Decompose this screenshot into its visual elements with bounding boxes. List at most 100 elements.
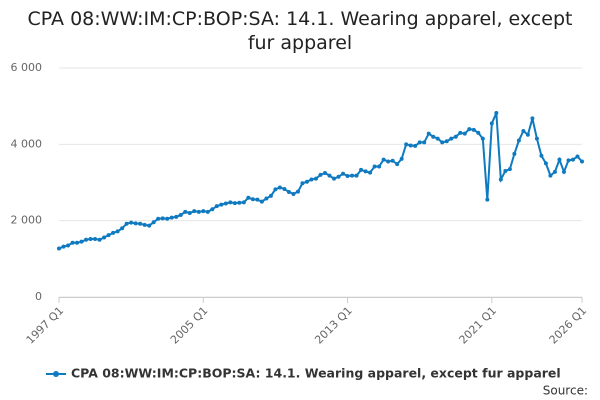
data-point — [350, 173, 355, 178]
data-point — [255, 197, 260, 202]
data-point — [192, 209, 197, 214]
data-point — [196, 209, 201, 214]
data-point — [467, 127, 472, 132]
data-point — [480, 136, 485, 141]
data-point — [426, 131, 431, 136]
data-point — [377, 164, 382, 169]
data-point — [341, 171, 346, 176]
data-point — [313, 176, 318, 181]
data-point — [336, 174, 341, 179]
data-point — [318, 172, 323, 177]
data-point — [580, 159, 584, 164]
data-point — [548, 173, 553, 178]
data-point — [169, 215, 174, 220]
data-point — [232, 201, 237, 206]
data-point — [250, 197, 255, 202]
data-point — [557, 157, 562, 162]
data-point — [453, 134, 458, 139]
data-point — [476, 130, 481, 135]
data-point — [359, 167, 364, 172]
data-point — [494, 111, 499, 116]
data-point — [561, 169, 566, 174]
data-point — [386, 159, 391, 164]
data-point — [566, 158, 571, 163]
data-point — [286, 190, 291, 195]
data-point — [102, 235, 107, 240]
x-tick-label: 2021 Q1 — [457, 304, 500, 347]
data-point — [273, 187, 278, 192]
data-point — [390, 158, 395, 163]
data-point — [133, 221, 138, 226]
data-point — [512, 151, 517, 156]
series-line — [58, 112, 583, 250]
data-point — [124, 221, 129, 226]
data-point — [575, 154, 580, 159]
data-point — [300, 181, 305, 186]
data-point — [413, 143, 418, 148]
data-point — [516, 138, 521, 143]
data-point — [417, 140, 422, 145]
data-point — [129, 220, 134, 225]
data-point — [309, 177, 314, 182]
data-point — [404, 142, 409, 147]
data-point — [507, 167, 512, 172]
data-point — [106, 233, 111, 238]
data-point — [304, 179, 309, 184]
y-tick-label: 4 000 — [11, 137, 43, 150]
data-point — [111, 230, 116, 235]
data-point — [138, 221, 143, 226]
x-tick-label: 2026 Q1 — [547, 304, 590, 347]
data-point — [57, 246, 61, 251]
data-point — [120, 226, 125, 231]
data-point — [570, 157, 575, 162]
data-point — [237, 200, 242, 205]
data-point — [431, 134, 436, 139]
data-point — [66, 243, 71, 248]
data-point — [381, 157, 386, 162]
data-point — [79, 239, 84, 244]
data-point — [219, 202, 224, 207]
data-point — [503, 169, 508, 174]
data-point — [539, 153, 544, 158]
data-point — [61, 244, 66, 249]
data-point — [534, 136, 539, 141]
data-point — [521, 128, 526, 133]
x-tick-label: 2013 Q1 — [312, 304, 355, 347]
data-point — [323, 170, 328, 175]
data-point — [151, 220, 156, 225]
data-point — [440, 140, 445, 145]
data-point — [525, 132, 530, 137]
data-point — [183, 209, 188, 214]
y-tick-label: 0 — [35, 290, 42, 303]
data-point — [408, 143, 413, 148]
data-point — [485, 197, 490, 202]
data-point — [444, 139, 449, 144]
data-point — [462, 131, 467, 136]
data-point — [97, 237, 102, 242]
data-point — [363, 169, 368, 174]
data-point — [282, 186, 287, 191]
data-point — [70, 240, 75, 245]
data-point — [354, 173, 359, 178]
data-point — [264, 196, 269, 201]
data-point — [530, 116, 535, 121]
y-tick-label: 2 000 — [11, 214, 43, 227]
x-tick-label: 1997 Q1 — [24, 304, 67, 347]
data-point — [471, 127, 476, 132]
data-point — [489, 121, 494, 126]
data-point — [246, 195, 251, 200]
data-point — [142, 222, 147, 227]
data-point — [228, 200, 233, 205]
data-point — [372, 164, 377, 169]
source: Source: — [543, 384, 588, 398]
data-point — [223, 201, 228, 206]
data-point — [88, 236, 93, 241]
y-tick-label: 6 000 — [11, 61, 43, 74]
data-point — [295, 189, 300, 194]
data-point — [84, 237, 89, 242]
data-point — [160, 216, 165, 221]
data-point — [327, 173, 332, 178]
data-point — [156, 216, 161, 221]
